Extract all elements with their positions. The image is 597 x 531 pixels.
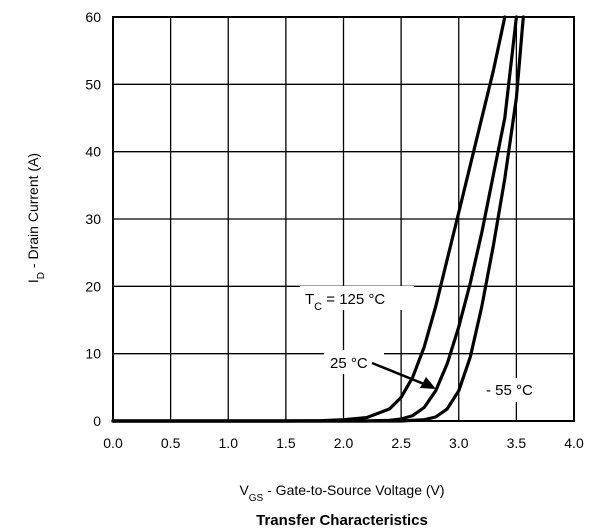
x-tick-label: 3.0 — [449, 435, 469, 451]
y-tick-label: 30 — [85, 211, 101, 227]
label-125-sub: C — [314, 301, 322, 313]
y-tick-label: 40 — [85, 144, 101, 160]
label-55-background — [480, 378, 556, 402]
x-axis-label: VGS - Gate-to-Source Voltage (V) — [239, 482, 444, 504]
tick-labels: 0.0 0.5 1.0 1.5 2.0 2.5 3.0 3.5 4.0 0 10 20 30 40 50 60 — [85, 9, 584, 451]
x-tick-label: 3.5 — [507, 435, 527, 451]
x-axis-label-main: V — [239, 482, 249, 498]
x-tick-label: 1.5 — [276, 435, 296, 451]
label-tc-125: TC = 125 °C — [305, 291, 385, 313]
x-tick-label: 0.5 — [161, 435, 181, 451]
label-minus-55: - 55 °C — [486, 382, 533, 399]
x-axis-label-rest: - Gate-to-Source Voltage (V) — [263, 482, 444, 498]
x-tick-label: 1.0 — [219, 435, 239, 451]
x-tick-label: 4.0 — [564, 435, 584, 451]
y-tick-label: 20 — [85, 278, 101, 294]
y-tick-label: 10 — [85, 346, 101, 362]
x-tick-label: 2.0 — [334, 435, 354, 451]
y-axis-label-main: I — [25, 279, 41, 283]
label-25: 25 °C — [330, 355, 368, 372]
y-tick-label: 50 — [85, 76, 101, 92]
label-125-main: T — [305, 291, 314, 308]
plot-frame — [112, 16, 575, 422]
y-tick-label: 60 — [85, 9, 101, 25]
y-axis-label: ID - Drain Current (A) — [25, 153, 47, 283]
y-tick-label: 0 — [93, 413, 101, 429]
y-axis-label-sub: D — [36, 272, 47, 279]
label-125-rest: = 125 °C — [322, 291, 385, 308]
pointer-arrowhead-25 — [420, 377, 436, 389]
y-axis-label-rest: - Drain Current (A) — [25, 153, 41, 272]
x-axis-label-sub: GS — [249, 493, 264, 504]
pointer-arrow-25 — [371, 361, 425, 386]
x-tick-label: 2.5 — [391, 435, 411, 451]
label-25-background — [324, 350, 384, 374]
x-tick-label: 0.0 — [103, 435, 123, 451]
label-125-background — [300, 286, 414, 310]
chart-title: Transfer Characteristics — [256, 512, 428, 529]
series-curve-minus-55c — [111, 15, 525, 423]
